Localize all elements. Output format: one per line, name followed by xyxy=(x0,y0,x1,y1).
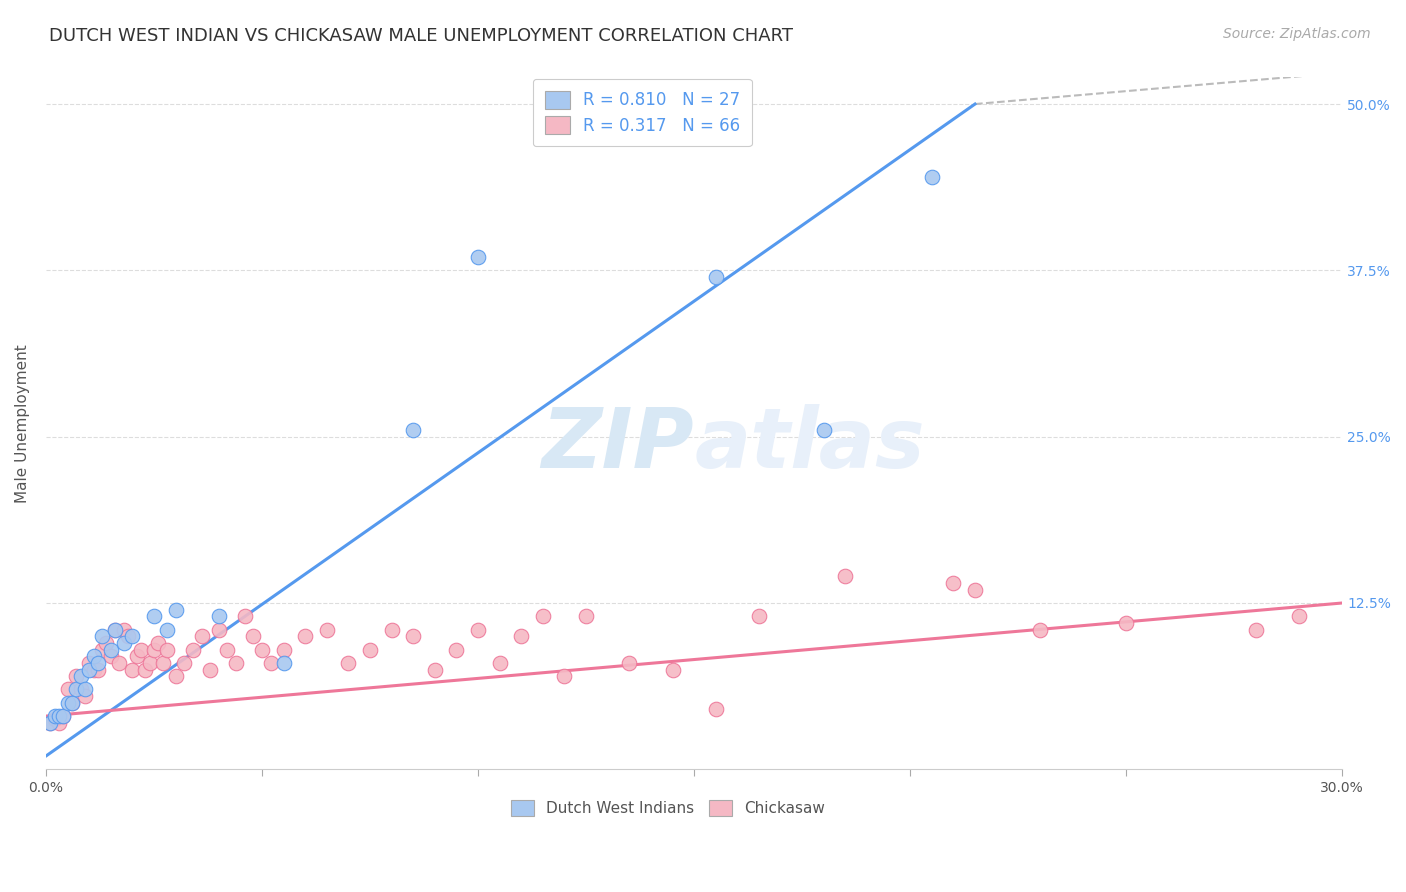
Point xyxy=(65,682,87,697)
Point xyxy=(69,669,91,683)
Point xyxy=(60,696,83,710)
Point xyxy=(156,623,179,637)
Point xyxy=(181,642,204,657)
Point xyxy=(48,715,70,730)
Text: DUTCH WEST INDIAN VS CHICKASAW MALE UNEMPLOYMENT CORRELATION CHART: DUTCH WEST INDIAN VS CHICKASAW MALE UNEM… xyxy=(49,27,793,45)
Point xyxy=(100,642,122,657)
Point xyxy=(96,636,118,650)
Point xyxy=(69,682,91,697)
Point xyxy=(156,642,179,657)
Point xyxy=(294,629,316,643)
Point xyxy=(1115,615,1137,630)
Point xyxy=(121,629,143,643)
Point xyxy=(148,636,170,650)
Point xyxy=(138,656,160,670)
Point xyxy=(315,623,337,637)
Point xyxy=(77,656,100,670)
Point xyxy=(65,669,87,683)
Point xyxy=(510,629,533,643)
Point xyxy=(337,656,360,670)
Point xyxy=(44,712,66,726)
Point xyxy=(121,663,143,677)
Point xyxy=(143,609,166,624)
Point xyxy=(531,609,554,624)
Point xyxy=(704,702,727,716)
Point xyxy=(942,576,965,591)
Point xyxy=(39,715,62,730)
Point xyxy=(208,609,231,624)
Point xyxy=(225,656,247,670)
Point xyxy=(217,642,239,657)
Point xyxy=(117,629,139,643)
Point xyxy=(104,623,127,637)
Point xyxy=(813,423,835,437)
Point xyxy=(198,663,221,677)
Point xyxy=(242,629,264,643)
Point xyxy=(488,656,510,670)
Point xyxy=(1288,609,1310,624)
Point xyxy=(921,170,943,185)
Point xyxy=(129,642,152,657)
Point xyxy=(52,709,75,723)
Point xyxy=(91,629,114,643)
Point xyxy=(208,623,231,637)
Y-axis label: Male Unemployment: Male Unemployment xyxy=(15,344,30,503)
Point xyxy=(619,656,641,670)
Point xyxy=(112,636,135,650)
Point xyxy=(748,609,770,624)
Point xyxy=(963,582,986,597)
Point xyxy=(1244,623,1267,637)
Point xyxy=(125,649,148,664)
Point xyxy=(104,623,127,637)
Point xyxy=(143,642,166,657)
Point xyxy=(100,649,122,664)
Point xyxy=(173,656,195,670)
Point xyxy=(112,623,135,637)
Point xyxy=(165,602,187,616)
Point xyxy=(56,696,79,710)
Point xyxy=(553,669,575,683)
Point xyxy=(60,696,83,710)
Point xyxy=(834,569,856,583)
Legend: Dutch West Indians, Chickasaw: Dutch West Indians, Chickasaw xyxy=(503,792,834,824)
Point xyxy=(190,629,212,643)
Point xyxy=(661,663,683,677)
Point xyxy=(77,663,100,677)
Point xyxy=(402,423,425,437)
Text: ZIP: ZIP xyxy=(541,403,695,484)
Point xyxy=(273,642,295,657)
Point xyxy=(575,609,598,624)
Point xyxy=(134,663,156,677)
Point xyxy=(83,663,105,677)
Point xyxy=(273,656,295,670)
Point xyxy=(39,715,62,730)
Point xyxy=(165,669,187,683)
Point xyxy=(250,642,273,657)
Point xyxy=(381,623,404,637)
Point xyxy=(233,609,256,624)
Point xyxy=(1029,623,1052,637)
Point xyxy=(87,656,110,670)
Point xyxy=(91,642,114,657)
Point xyxy=(423,663,446,677)
Point xyxy=(446,642,468,657)
Point xyxy=(83,649,105,664)
Point xyxy=(467,250,489,264)
Point xyxy=(87,663,110,677)
Point xyxy=(402,629,425,643)
Point xyxy=(73,682,96,697)
Point xyxy=(73,689,96,703)
Text: Source: ZipAtlas.com: Source: ZipAtlas.com xyxy=(1223,27,1371,41)
Point xyxy=(152,656,174,670)
Point xyxy=(48,709,70,723)
Point xyxy=(704,270,727,285)
Point xyxy=(260,656,283,670)
Point xyxy=(44,709,66,723)
Point xyxy=(52,709,75,723)
Point xyxy=(108,656,131,670)
Point xyxy=(359,642,381,657)
Point xyxy=(56,682,79,697)
Point xyxy=(467,623,489,637)
Text: atlas: atlas xyxy=(695,403,925,484)
